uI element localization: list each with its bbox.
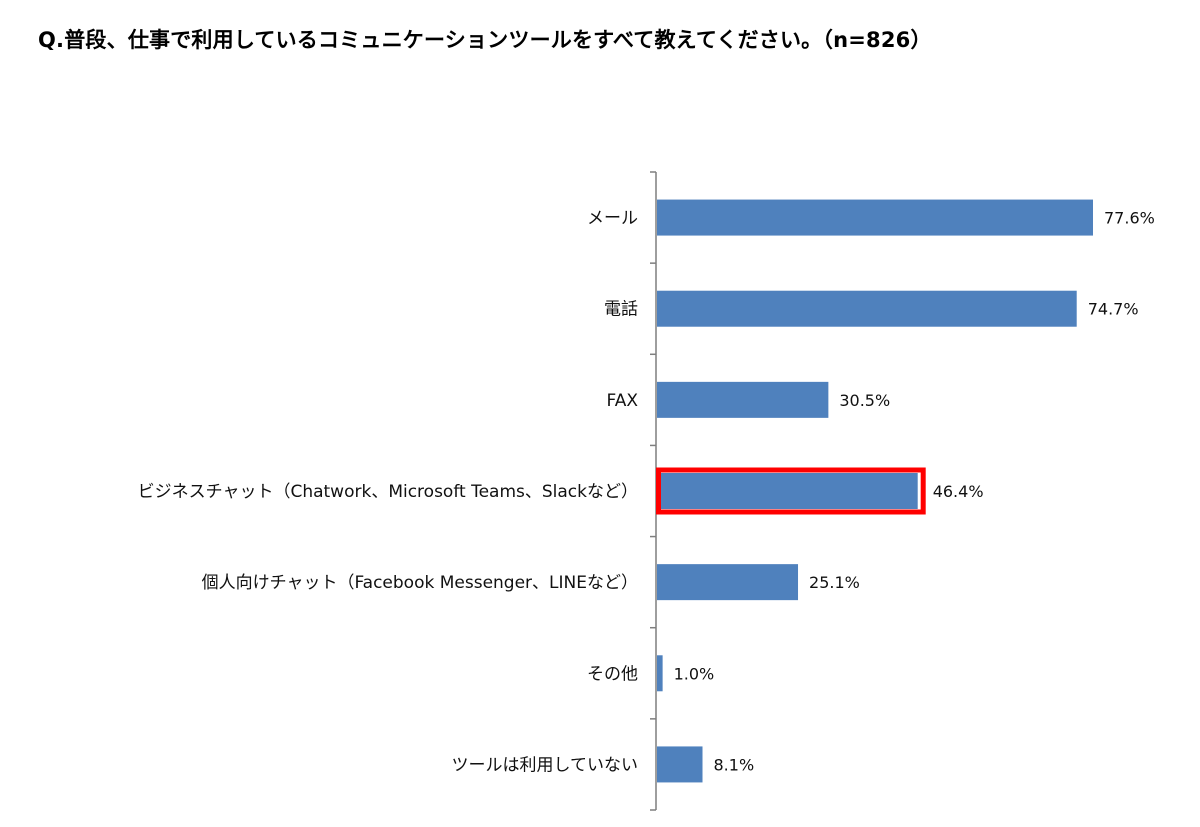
data-label: 46.4% [933, 482, 984, 501]
bar [657, 199, 1093, 236]
bar [657, 381, 829, 418]
highlight-box [656, 467, 926, 515]
bar [657, 655, 663, 692]
bar [657, 564, 799, 601]
bar [657, 473, 918, 509]
category-label: ツールは利用していない [452, 755, 639, 775]
data-label: 1.0% [674, 664, 715, 683]
bar [657, 746, 703, 783]
data-label: 77.6% [1104, 209, 1155, 228]
category-label: 個人向けチャット（Facebook Messenger、LINEなど） [202, 573, 638, 593]
category-label: その他 [587, 664, 638, 684]
data-label: 8.1% [714, 755, 755, 774]
category-label: ビジネスチャット（Chatwork、Microsoft Teams、Slackな… [138, 482, 638, 502]
category-label: 電話 [604, 300, 638, 320]
category-label: FAX [607, 391, 639, 411]
data-label: 25.1% [809, 573, 860, 592]
bar [657, 290, 1077, 327]
chart-title: Q.普段、仕事で利用しているコミュニケーションツールをすべて教えてください。（n… [38, 28, 932, 52]
category-label: メール [587, 209, 638, 229]
data-label: 74.7% [1088, 300, 1139, 319]
data-label: 30.5% [839, 391, 890, 410]
